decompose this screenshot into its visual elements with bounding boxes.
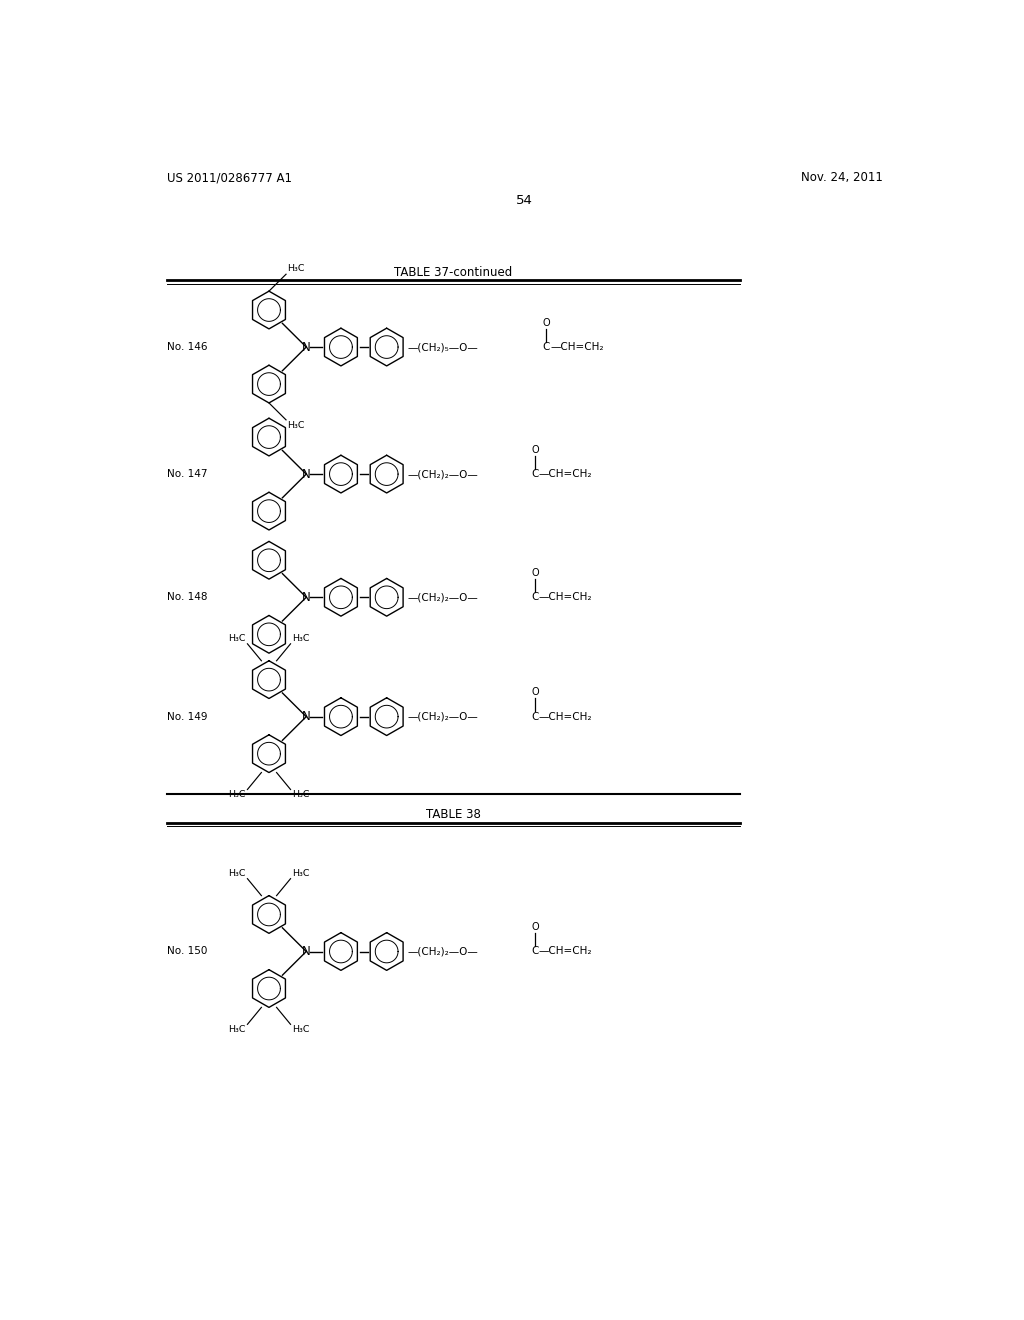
Text: C: C bbox=[543, 342, 550, 352]
Text: O: O bbox=[531, 923, 539, 932]
Text: —CH=CH₂: —CH=CH₂ bbox=[539, 593, 593, 602]
Text: N: N bbox=[302, 945, 310, 958]
Text: C: C bbox=[531, 593, 539, 602]
Text: —(CH₂)₂—O—: —(CH₂)₂—O— bbox=[408, 946, 478, 957]
Text: H₃C: H₃C bbox=[288, 264, 305, 273]
Text: —CH=CH₂: —CH=CH₂ bbox=[539, 469, 593, 479]
Text: —(CH₂)₂—O—: —(CH₂)₂—O— bbox=[408, 711, 478, 722]
Text: C: C bbox=[531, 469, 539, 479]
Text: O: O bbox=[543, 318, 550, 327]
Text: H₃C: H₃C bbox=[292, 634, 309, 643]
Text: H₃C: H₃C bbox=[292, 791, 309, 799]
Text: Nov. 24, 2011: Nov. 24, 2011 bbox=[801, 172, 883, 185]
Text: O: O bbox=[531, 445, 539, 455]
Text: No. 147: No. 147 bbox=[167, 469, 207, 479]
Text: N: N bbox=[302, 467, 310, 480]
Text: N: N bbox=[302, 710, 310, 723]
Text: TABLE 38: TABLE 38 bbox=[426, 808, 481, 821]
Text: —(CH₂)₂—O—: —(CH₂)₂—O— bbox=[408, 593, 478, 602]
Text: H₃C: H₃C bbox=[292, 1026, 309, 1034]
Text: —CH=CH₂: —CH=CH₂ bbox=[551, 342, 604, 352]
Text: US 2011/0286777 A1: US 2011/0286777 A1 bbox=[167, 172, 292, 185]
Text: H₃C: H₃C bbox=[228, 1026, 246, 1034]
Text: —CH=CH₂: —CH=CH₂ bbox=[539, 946, 593, 957]
Text: N: N bbox=[302, 591, 310, 603]
Text: —(CH₂)₂—O—: —(CH₂)₂—O— bbox=[408, 469, 478, 479]
Text: —CH=CH₂: —CH=CH₂ bbox=[539, 711, 593, 722]
Text: H₃C: H₃C bbox=[292, 869, 309, 878]
Text: C: C bbox=[531, 711, 539, 722]
Text: H₃C: H₃C bbox=[228, 634, 246, 643]
Text: No. 146: No. 146 bbox=[167, 342, 207, 352]
Text: O: O bbox=[531, 568, 539, 578]
Text: No. 150: No. 150 bbox=[167, 946, 207, 957]
Text: H₃C: H₃C bbox=[228, 791, 246, 799]
Text: N: N bbox=[302, 341, 310, 354]
Text: C: C bbox=[531, 946, 539, 957]
Text: 54: 54 bbox=[516, 194, 534, 207]
Text: H₃C: H₃C bbox=[228, 869, 246, 878]
Text: —(CH₂)₅—O—: —(CH₂)₅—O— bbox=[408, 342, 478, 352]
Text: O: O bbox=[531, 688, 539, 697]
Text: H₃C: H₃C bbox=[288, 421, 305, 429]
Text: No. 149: No. 149 bbox=[167, 711, 207, 722]
Text: No. 148: No. 148 bbox=[167, 593, 207, 602]
Text: TABLE 37-continued: TABLE 37-continued bbox=[394, 265, 513, 279]
